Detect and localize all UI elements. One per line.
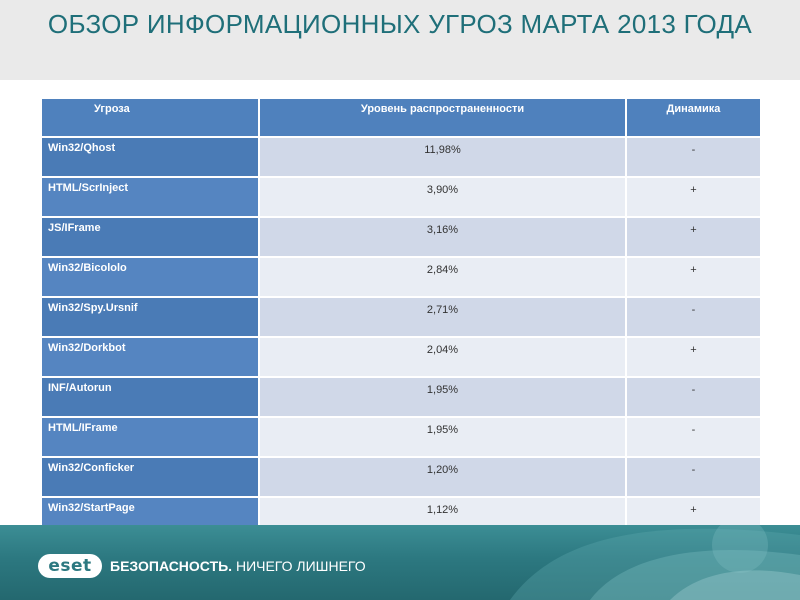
prevalence-value: 1,95% [258, 416, 627, 458]
table-row: Win32/Spy.Ursnif 2,71% - [40, 296, 762, 338]
slogan-rest: НИЧЕГО ЛИШНЕГО [232, 558, 366, 574]
prevalence-value: 1,20% [258, 456, 627, 498]
decorative-swirl-graphic [510, 525, 800, 600]
header-dynamics: Динамика [625, 97, 762, 138]
table-row: INF/Autorun 1,95% - [40, 376, 762, 418]
table-row: JS/IFrame 3,16% + [40, 216, 762, 258]
dynamics-value: - [625, 416, 762, 458]
threat-name: JS/IFrame [40, 216, 260, 258]
dynamics-value: + [625, 336, 762, 378]
title-band [0, 0, 800, 80]
threat-name: Win32/Bicololo [40, 256, 260, 298]
dynamics-value: - [625, 456, 762, 498]
table-row: Win32/Conficker 1,20% - [40, 456, 762, 498]
prevalence-value: 11,98% [258, 136, 627, 178]
table-row: Win32/Qhost 11,98% - [40, 136, 762, 178]
header-level: Уровень распространенности [258, 97, 627, 138]
table-header-row: Угроза Уровень распространенности Динами… [40, 97, 762, 138]
prevalence-value: 2,71% [258, 296, 627, 338]
threat-name: HTML/ScrInject [40, 176, 260, 218]
threat-name: INF/Autorun [40, 376, 260, 418]
footer-band [0, 525, 800, 600]
prevalence-value: 2,84% [258, 256, 627, 298]
dynamics-value: + [625, 176, 762, 218]
threat-name: Win32/Conficker [40, 456, 260, 498]
threat-name: Win32/Dorkbot [40, 336, 260, 378]
dynamics-value: - [625, 136, 762, 178]
threat-name: Win32/Qhost [40, 136, 260, 178]
table-row: HTML/ScrInject 3,90% + [40, 176, 762, 218]
logo-text: eset [48, 556, 92, 576]
slogan-bold: БЕЗОПАСНОСТЬ. [110, 558, 233, 574]
slide-title: ОБЗОР ИНФОРМАЦИОННЫХ УГРОЗ МАРТА 2013 ГО… [47, 9, 753, 39]
threat-name: HTML/IFrame [40, 416, 260, 458]
prevalence-value: 2,04% [258, 336, 627, 378]
prevalence-value: 3,90% [258, 176, 627, 218]
eset-logo: eset [38, 554, 102, 578]
dynamics-value: + [625, 216, 762, 258]
dynamics-value: - [625, 296, 762, 338]
table-row: HTML/IFrame 1,95% - [40, 416, 762, 458]
table-row: Win32/Bicololo 2,84% + [40, 256, 762, 298]
dynamics-value: - [625, 376, 762, 418]
slogan: БЕЗОПАСНОСТЬ. НИЧЕГО ЛИШНЕГО [110, 557, 366, 575]
header-threat: Угроза [40, 97, 260, 138]
prevalence-value: 1,95% [258, 376, 627, 418]
prevalence-value: 3,16% [258, 216, 627, 258]
table-row: Win32/Dorkbot 2,04% + [40, 336, 762, 378]
dynamics-value: + [625, 256, 762, 298]
threat-name: Win32/Spy.Ursnif [40, 296, 260, 338]
threat-table: Угроза Уровень распространенности Динами… [40, 97, 762, 538]
